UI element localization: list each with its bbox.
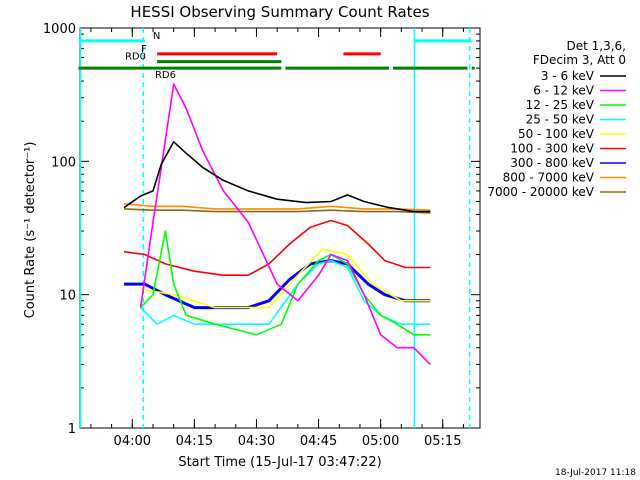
vertical-markers bbox=[79, 28, 471, 428]
series-line bbox=[140, 230, 431, 336]
y-tick-label: 100 bbox=[51, 155, 76, 170]
flag-bar-label: F bbox=[141, 44, 147, 55]
flag-bar-label: N bbox=[153, 31, 160, 42]
legend-label: 25 - 50 keV bbox=[526, 113, 595, 127]
legend-label: 800 - 7000 keV bbox=[503, 171, 595, 185]
legend-header-2: FDecim 3, Att 0 bbox=[533, 53, 626, 67]
flag-bar-label: RD6 bbox=[155, 70, 176, 81]
legend-label: 300 - 800 keV bbox=[510, 156, 594, 170]
series-line bbox=[123, 141, 431, 213]
x-tick-label: 05:15 bbox=[424, 434, 461, 449]
legend-label: 50 - 100 keV bbox=[518, 127, 595, 141]
legend-label: 7000 - 20000 keV bbox=[487, 185, 594, 199]
x-tick-label: 04:15 bbox=[176, 434, 213, 449]
legend-header-1: Det 1,3,6, bbox=[567, 39, 627, 53]
flag-bar-label: RD0 bbox=[125, 52, 146, 63]
y-tick-label: 10 bbox=[59, 289, 76, 304]
legend-label: 100 - 300 keV bbox=[510, 142, 594, 156]
legend-label: 6 - 12 keV bbox=[533, 84, 595, 98]
chart-title: HESSI Observing Summary Count Rates bbox=[130, 3, 429, 21]
y-tick-label: 1 bbox=[68, 422, 76, 437]
x-tick-label: 04:45 bbox=[300, 434, 337, 449]
plot-area bbox=[79, 27, 481, 429]
y-tick-label: 1000 bbox=[43, 22, 76, 37]
x-axis-label: Start Time (15-Jul-17 03:47:22) bbox=[178, 455, 381, 470]
legend-label: 3 - 6 keV bbox=[541, 69, 595, 83]
series-line bbox=[140, 248, 431, 309]
x-tick-label: 05:00 bbox=[362, 434, 399, 449]
x-axis: 04:00 04:15 04:30 04:45 05:00 05:15 bbox=[90, 28, 464, 449]
y-axis: 1 10 100 1000 bbox=[43, 22, 480, 437]
plot-frame bbox=[79, 27, 481, 429]
legend-label: 12 - 25 keV bbox=[526, 98, 595, 112]
series-line bbox=[123, 219, 431, 277]
x-tick-label: 04:30 bbox=[238, 434, 275, 449]
series-line bbox=[123, 203, 431, 211]
y-axis-label: Count Rate (s⁻¹ detector⁻¹) bbox=[23, 142, 38, 319]
series-line bbox=[123, 208, 431, 214]
series-line bbox=[124, 259, 431, 310]
x-tick-label: 04:00 bbox=[114, 434, 151, 449]
series-line bbox=[139, 83, 431, 365]
series-lines bbox=[123, 83, 431, 365]
timestamp: 18-Jul-2017 11:18 bbox=[555, 468, 636, 478]
